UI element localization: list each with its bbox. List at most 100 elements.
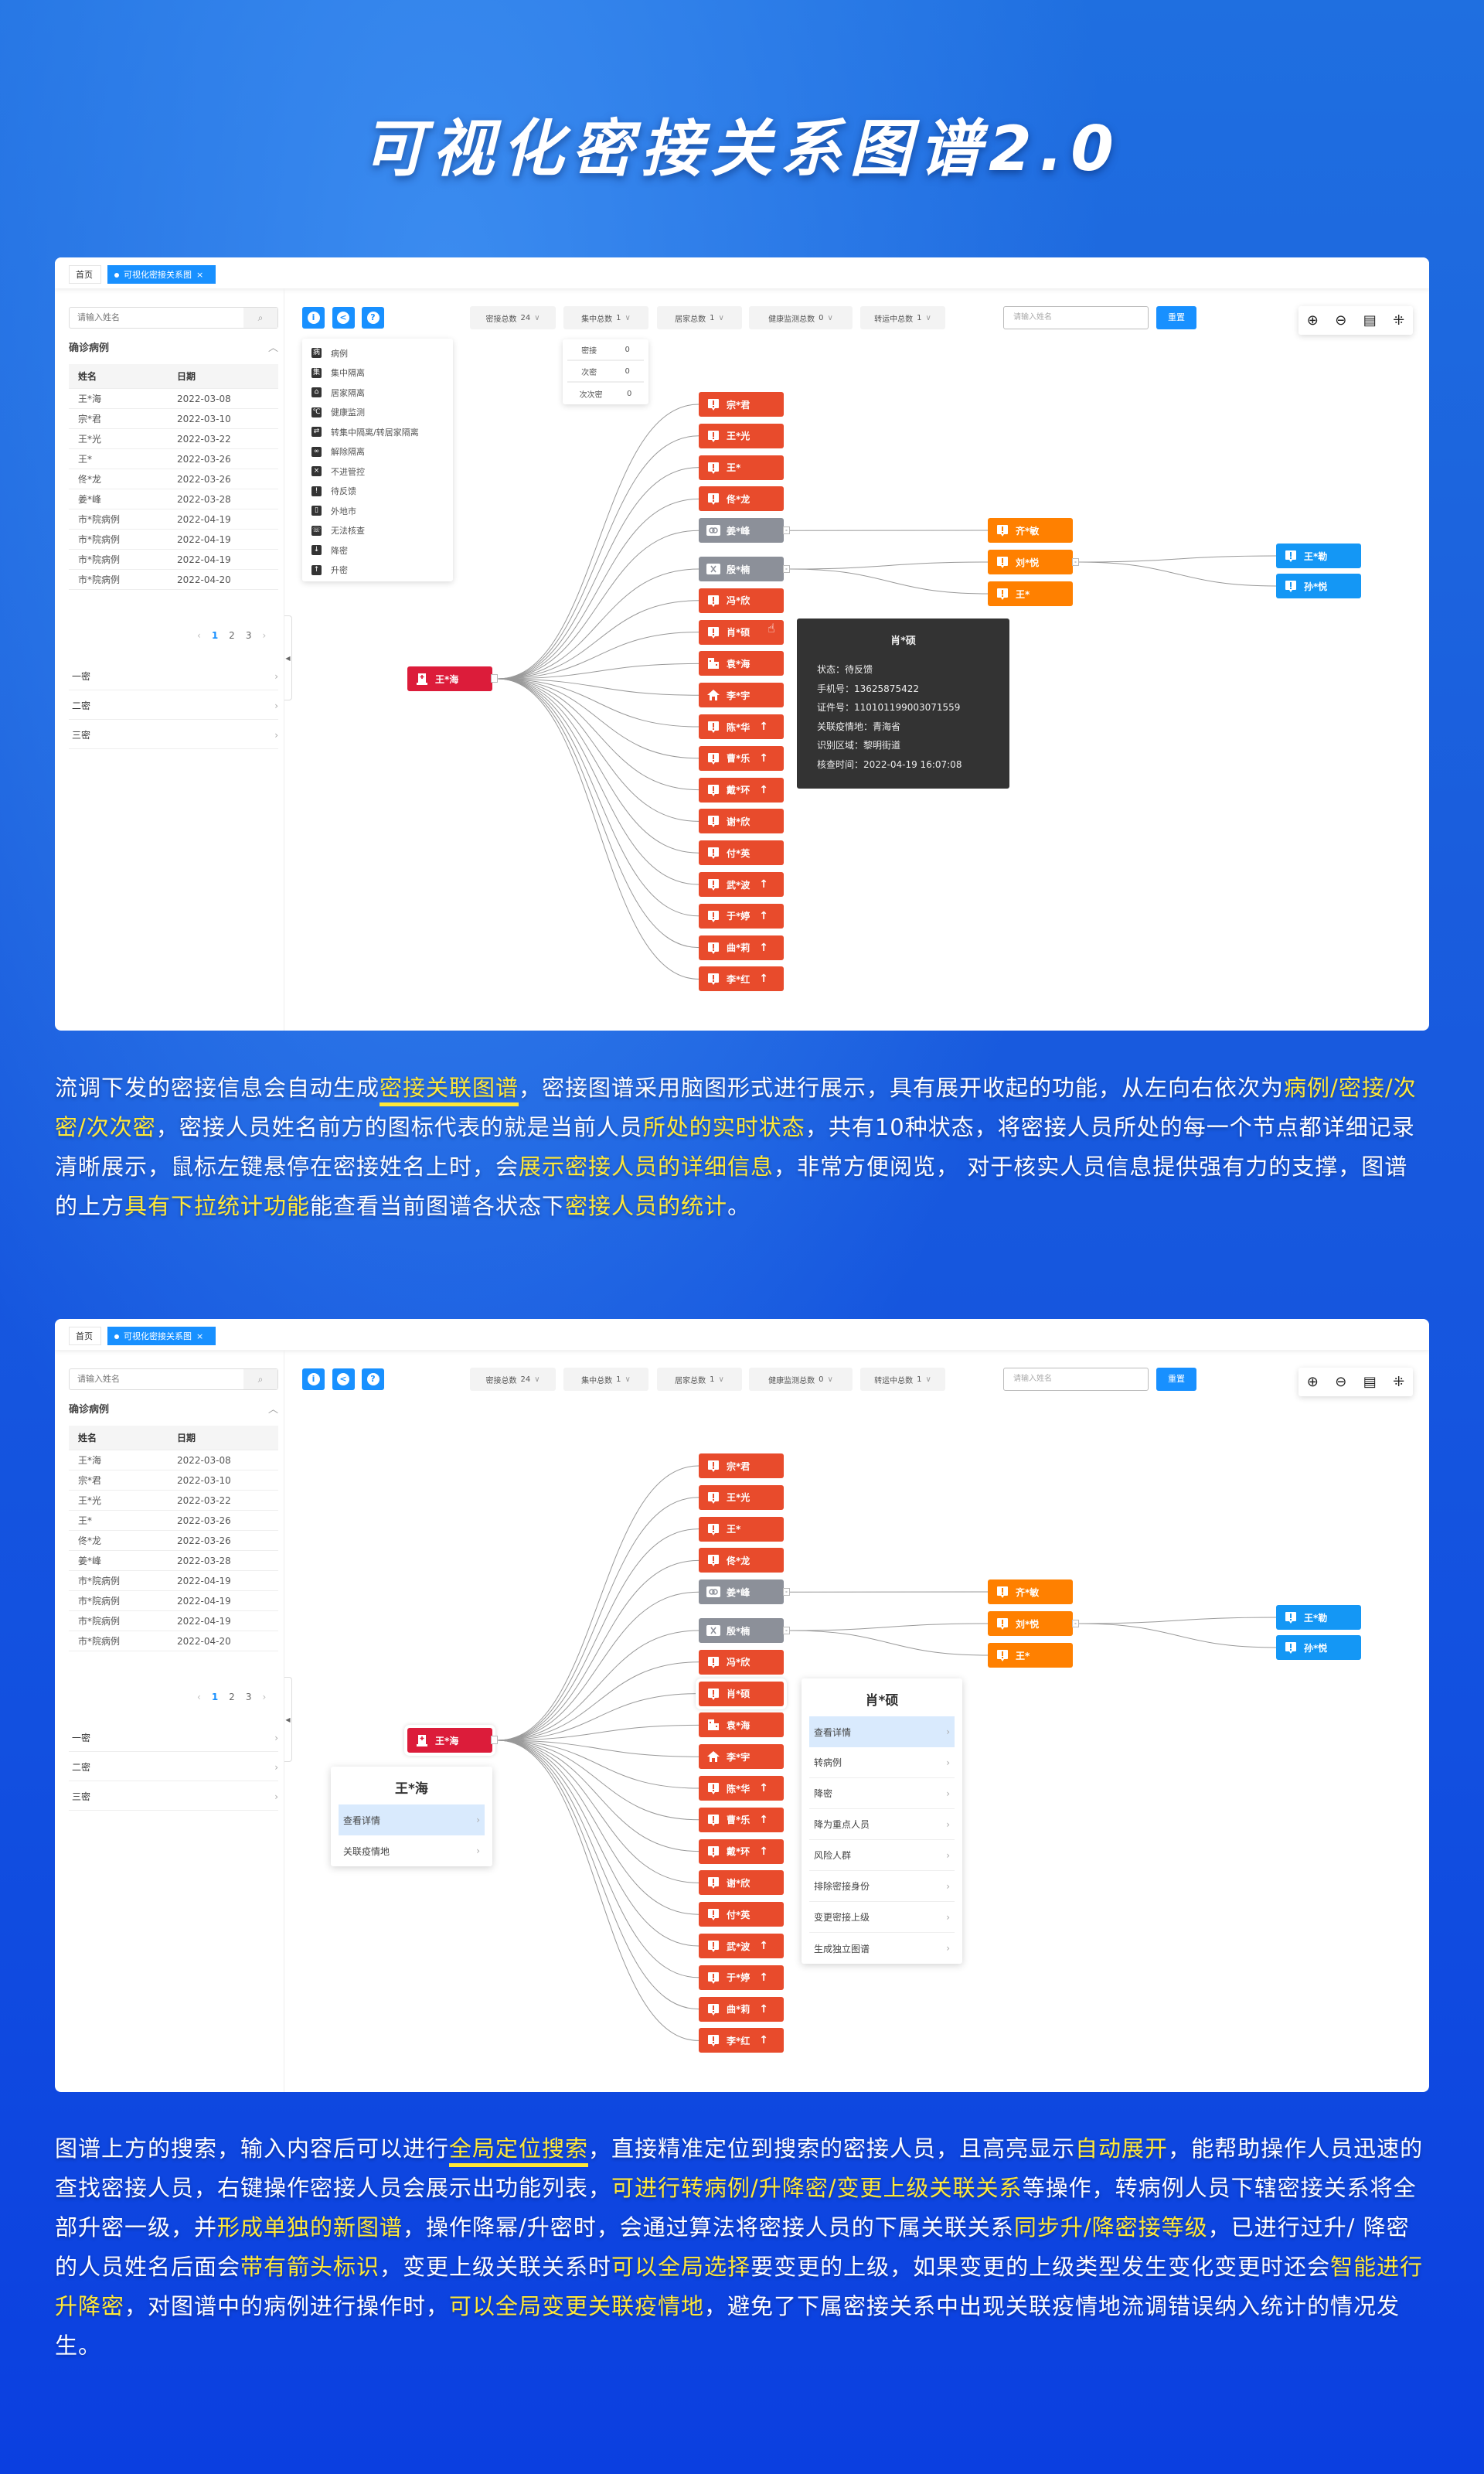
graph-node[interactable]: 王*光 (699, 423, 784, 448)
graph-node[interactable]: 王* (988, 581, 1073, 606)
case-search-input[interactable] (70, 308, 243, 328)
level-group[interactable]: 三密 › (69, 721, 278, 749)
table-row[interactable]: 市*院病例 2022-04-20 (69, 570, 278, 590)
chevron-up-icon[interactable]: ︿ (267, 1404, 278, 1416)
collapse-toggle[interactable]: - (783, 526, 790, 535)
graph-node[interactable]: 陈*华 ↑ (699, 1776, 784, 1801)
section-confirmed-cases[interactable]: 确诊病例 ︿ (69, 1401, 278, 1416)
page-button[interactable]: 2 (229, 630, 235, 641)
graph-node[interactable]: 孙*悦 (1276, 1635, 1361, 1660)
context-menu-item[interactable]: 排除密接身份 › (809, 1871, 955, 1902)
table-row[interactable]: 姜*峰 2022-03-28 (69, 489, 278, 509)
collapse-toggle[interactable]: - (783, 565, 790, 573)
filter-dropdown[interactable]: 转运中总数 1 ∨ (860, 1368, 945, 1391)
table-row[interactable]: 宗*君 2022-03-10 (69, 409, 278, 429)
info-button[interactable]: i (302, 307, 325, 329)
graph-node[interactable]: 齐*敏 (988, 1579, 1073, 1604)
context-menu-item[interactable]: 转病例 › (809, 1747, 955, 1778)
graph-node[interactable]: 冯*欣 (699, 1649, 784, 1675)
close-icon[interactable]: × (196, 1331, 204, 1341)
graph-node[interactable]: 曲*莉 ↑ (699, 1996, 784, 2022)
context-menu-item[interactable]: 生成独立图谱 › (809, 1933, 955, 1964)
graph-node[interactable]: 佟*龙 (699, 486, 784, 512)
sidebar-collapse-handle[interactable]: ◀ (284, 615, 292, 700)
graph-node[interactable]: 武*波 ↑ (699, 1934, 784, 1958)
graph-node[interactable]: 宗*君 (699, 392, 784, 417)
graph-node[interactable]: 李*宇 (699, 683, 784, 708)
legend-item[interactable]: × 不进管控 (302, 462, 453, 482)
graph-node[interactable]: 戴*环 ↑ (699, 1838, 784, 1864)
case-search-input[interactable] (70, 1369, 243, 1389)
graph-node[interactable]: 付*英 (699, 1902, 784, 1927)
graph-node[interactable]: 王*光 (699, 1484, 784, 1510)
tab-1[interactable]: 可视化密接关系图 × (107, 1327, 216, 1345)
page-button[interactable]: 3 (245, 1692, 252, 1702)
zoom-out-icon[interactable]: ⊖ (1335, 1374, 1347, 1390)
graph-node[interactable]: 王*海 (407, 666, 492, 691)
graph-node[interactable]: 姜*峰 - (699, 1579, 790, 1605)
graph-node[interactable]: 谢*欣 (699, 1870, 784, 1896)
context-menu-item[interactable]: 降密 › (809, 1778, 955, 1809)
section-confirmed-cases[interactable]: 确诊病例 ︿ (69, 339, 278, 354)
graph-node[interactable]: 刘*悦 - (988, 1611, 1079, 1636)
collapse-toggle[interactable] (491, 674, 498, 683)
graph-node[interactable]: 李*红 ↑ (699, 966, 784, 992)
next-page-button[interactable]: › (262, 1692, 267, 1702)
filter-dropdown[interactable]: 转运中总数 1 ∨ (860, 306, 945, 329)
graph-node[interactable]: 王* (988, 1643, 1073, 1668)
level-group[interactable]: 一密 › (69, 663, 278, 690)
table-row[interactable]: 姜*峰 2022-03-28 (69, 1551, 278, 1571)
graph-node[interactable]: 李*红 ↑ (699, 2028, 784, 2053)
table-row[interactable]: 王*光 2022-03-22 (69, 429, 278, 449)
table-row[interactable]: 市*院病例 2022-04-19 (69, 1591, 278, 1611)
zoom-in-icon[interactable]: ⊕ (1306, 312, 1319, 329)
table-row[interactable]: 市*院病例 2022-04-19 (69, 1611, 278, 1631)
info-button[interactable]: i (302, 1368, 325, 1390)
graph-node[interactable]: 肖*硕 (699, 619, 784, 645)
context-menu-item[interactable]: 风险人群 › (809, 1840, 955, 1871)
page-button[interactable]: 1 (211, 1692, 219, 1702)
graph-node[interactable]: 付*英 (699, 840, 784, 866)
prev-page-button[interactable]: ‹ (197, 630, 201, 641)
graph-node[interactable]: 曲*莉 ↑ (699, 935, 784, 960)
collapse-toggle[interactable]: - (783, 1627, 790, 1634)
export-icon[interactable]: ▤ (1363, 312, 1377, 329)
filter-dropdown[interactable]: 密接总数 24 ∨ (470, 1368, 556, 1391)
graph-search-input[interactable]: 请输入姓名 (1003, 1368, 1149, 1391)
legend-item[interactable]: ⇄ 转集中隔离/转居家隔离 (302, 422, 453, 442)
graph-node[interactable]: 曹*乐 ↑ (699, 1807, 784, 1832)
tab-0[interactable]: 首页 (69, 265, 101, 284)
prev-page-button[interactable]: ‹ (197, 1692, 201, 1702)
page-button[interactable]: 2 (229, 1692, 235, 1702)
graph-node[interactable]: 曹*乐 ↑ (699, 745, 784, 771)
table-row[interactable]: 市*院病例 2022-04-19 (69, 550, 278, 570)
legend-item[interactable]: ℃ 健康监测 (302, 403, 453, 423)
graph-search-input[interactable]: 请输入姓名 (1003, 306, 1149, 329)
filter-dropdown[interactable]: 密接总数 24 ∨ (470, 306, 556, 329)
graph-node[interactable]: 冯*欣 (699, 588, 784, 613)
level-group[interactable]: 一密 › (69, 1724, 278, 1752)
filter-dropdown[interactable]: 居家总数 1 ∨ (657, 306, 742, 329)
graph-node[interactable]: 武*波 ↑ (699, 872, 784, 897)
share-button[interactable]: < (332, 1368, 355, 1390)
context-menu-item[interactable]: 变更密接上级 › (809, 1902, 955, 1933)
table-row[interactable]: 市*院病例 2022-04-19 (69, 1571, 278, 1591)
graph-node[interactable]: 王*勒 (1276, 1605, 1361, 1630)
table-row[interactable]: 宗*君 2022-03-10 (69, 1470, 278, 1491)
graph-node[interactable]: 宗*君 (699, 1453, 784, 1478)
table-row[interactable]: 王*光 2022-03-22 (69, 1491, 278, 1511)
table-row[interactable]: 王*海 2022-03-08 (69, 1450, 278, 1470)
table-row[interactable]: 王*海 2022-03-08 (69, 389, 278, 409)
graph-node[interactable]: 王* (699, 455, 784, 480)
context-menu-item[interactable]: 查看详情 › (339, 1804, 485, 1835)
graph-node[interactable]: 谢*欣 (699, 809, 784, 834)
collapse-toggle[interactable]: - (783, 1588, 790, 1597)
level-group[interactable]: 三密 › (69, 1783, 278, 1811)
graph-node[interactable]: 戴*环 ↑ (699, 777, 784, 803)
graph-node[interactable]: 袁*海 (699, 651, 784, 676)
page-button[interactable]: 3 (245, 630, 252, 641)
close-icon[interactable]: × (196, 270, 204, 280)
filter-dropdown[interactable]: 健康监测总数 0 ∨ (749, 306, 853, 329)
tab-0[interactable]: 首页 (69, 1327, 101, 1345)
context-menu-item[interactable]: 查看详情 › (809, 1716, 955, 1747)
